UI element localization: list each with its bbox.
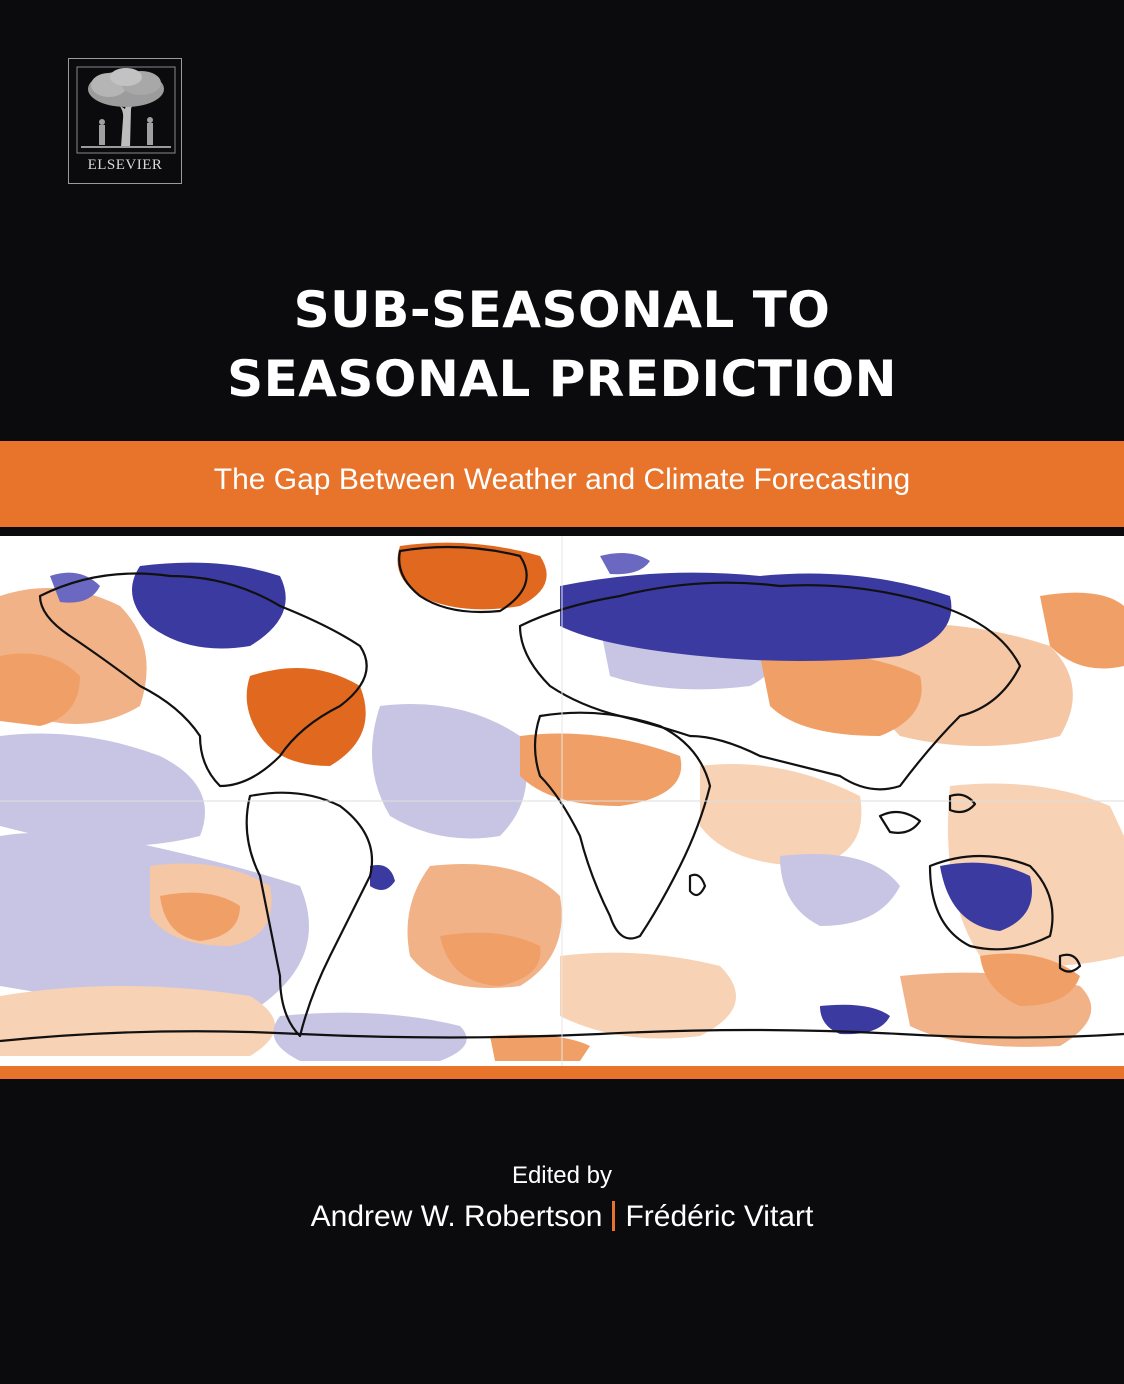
accent-stripe [0,1066,1124,1079]
publisher-name: ELSEVIER [87,157,163,173]
tree-icon [76,66,176,154]
editor-separator [612,1201,616,1231]
subtitle-band: The Gap Between Weather and Climate Fore… [0,441,1124,527]
edited-by-label: Edited by [511,1162,613,1189]
anomaly-cool-patches [50,552,1032,1035]
world-anomaly-map-icon [0,536,1124,1066]
anomaly-light-patches [0,588,1124,1061]
publisher-logo: ELSEVIER [68,58,182,184]
editor-name-2: Frédéric Vitart [625,1200,814,1233]
editor-name-1: Andrew W. Robertson [310,1200,603,1233]
continent-outlines [0,545,1124,1043]
title-line-1: SUB-SEASONAL TO [293,281,831,339]
title-line-2: SEASONAL PREDICTION [227,350,897,408]
editors-line: Andrew W. Robertson Frédéric Vitart [0,1200,1124,1234]
anomaly-warm-patches [0,542,1124,1061]
book-subtitle: The Gap Between Weather and Climate Fore… [213,463,911,496]
world-anomaly-map [0,536,1124,1066]
book-title: SUB-SEASONAL TO SEASONAL PREDICTION [0,276,1124,414]
